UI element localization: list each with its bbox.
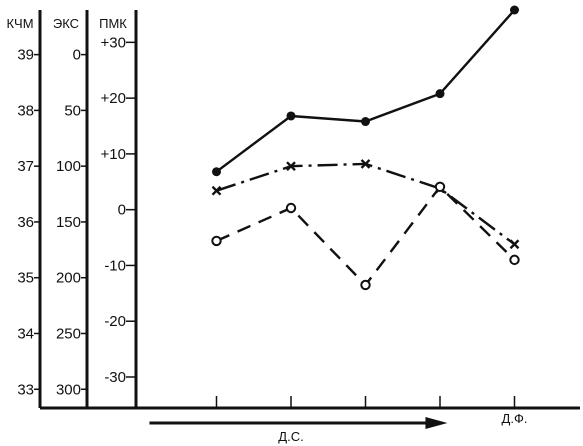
data-point [286,111,296,121]
y-tick-label: 250 [56,325,81,342]
y-tick-label: -10 [104,257,126,274]
data-point [510,5,519,15]
data-point-stroke [286,161,296,172]
data-point [211,185,222,196]
y-tick-label: 37 [17,158,34,175]
y-tick-label: 100 [56,158,81,175]
y-tick-label: 34 [17,325,34,342]
y-tick-label: 38 [17,102,34,119]
y-tick-label: +30 [101,34,126,51]
y-tick-label: 33 [17,381,34,398]
data-point [360,279,371,291]
y-tick-label: +10 [101,146,126,163]
data-point [212,167,221,177]
data-point [286,161,296,172]
y-axis-title-2: ЭКС [53,16,79,31]
y-tick-label: 150 [56,214,81,231]
data-point-stroke [211,185,222,196]
x-category-label: Д.С. [278,429,303,444]
data-point [509,254,520,266]
progress-arrow-head [425,417,448,429]
y-tick-label: 36 [17,214,34,231]
data-point-stroke [509,239,520,250]
y-tick-label: 0 [118,202,126,219]
data-point [211,235,222,247]
data-point [435,89,445,99]
data-point [434,181,446,193]
y-tick-label: 39 [17,47,34,64]
y-tick-label: -30 [104,369,126,386]
series-layer [211,5,520,291]
y-tick-label: 300 [56,381,81,398]
data-point [285,202,297,214]
y-axis-title-1: КЧМ [6,16,33,31]
series-line-3 [216,185,516,287]
data-point [361,117,370,127]
y-tick-label: -20 [104,313,126,330]
series-line-2 [216,162,516,246]
data-point-stroke [360,159,371,169]
y-tick-label: +20 [101,90,126,107]
axes-layer: КЧМ 39 38 37 36 35 34 33 ЭКС 0 50 100 150 200 250 300 ПМ… [6,10,580,444]
x-category-label: Д.Ф. [502,411,528,426]
series-line-1 [215,9,516,173]
y-tick-label: 35 [17,270,34,287]
y-axis-title-3: ПМК [99,16,127,31]
y-tick-label: 200 [56,270,81,287]
data-point [509,239,520,250]
data-point [360,159,371,169]
y-tick-label: 50 [64,102,81,119]
y-tick-label: 0 [73,47,81,64]
